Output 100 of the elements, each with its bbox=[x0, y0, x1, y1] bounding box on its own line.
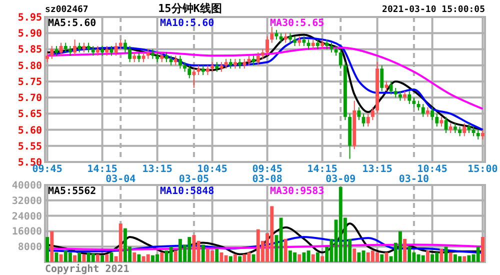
x-tick-label: 10:45 bbox=[197, 164, 228, 175]
text: MA30:9583 bbox=[270, 186, 324, 197]
candlestick bbox=[169, 55, 173, 66]
candlestick bbox=[132, 52, 136, 63]
candlestick bbox=[476, 129, 480, 140]
bar bbox=[228, 256, 232, 262]
candlestick bbox=[416, 100, 420, 111]
candlestick bbox=[403, 90, 407, 102]
candlestick bbox=[408, 90, 412, 104]
candlestick bbox=[288, 32, 292, 44]
candlestick bbox=[256, 52, 260, 66]
candlestick bbox=[462, 122, 466, 137]
candlestick bbox=[444, 116, 448, 134]
bar bbox=[320, 256, 324, 262]
candlestick bbox=[370, 106, 374, 121]
y-tick-label: 32000 bbox=[12, 196, 42, 207]
candlestick bbox=[206, 64, 210, 76]
bar bbox=[46, 236, 50, 262]
candlestick bbox=[440, 116, 444, 128]
series-label: MA5:5.60 bbox=[48, 18, 96, 29]
bar bbox=[444, 246, 448, 262]
candlestick bbox=[284, 32, 288, 44]
candlestick bbox=[458, 126, 462, 137]
candlestick bbox=[50, 46, 54, 60]
candlestick bbox=[82, 42, 86, 53]
candlestick bbox=[146, 48, 150, 60]
bar bbox=[448, 252, 452, 262]
candlestick bbox=[398, 90, 402, 102]
x-tick-label: 03-10 bbox=[398, 174, 430, 185]
y-tick-label: 16000 bbox=[12, 226, 42, 238]
bar bbox=[78, 252, 82, 262]
candlestick bbox=[389, 80, 393, 95]
bar bbox=[384, 252, 388, 262]
candlestick bbox=[412, 97, 416, 108]
candlestick bbox=[266, 36, 270, 56]
y-tick-label: 24000 bbox=[12, 211, 42, 222]
candlestick bbox=[156, 52, 160, 63]
x-tick-label: 03-09 bbox=[326, 174, 356, 185]
candlestick bbox=[302, 36, 306, 46]
candlestick bbox=[298, 36, 302, 46]
candlestick bbox=[160, 52, 164, 63]
candlestick bbox=[228, 58, 232, 70]
candlestick bbox=[91, 46, 95, 56]
candlestick bbox=[274, 29, 278, 40]
candlestick bbox=[472, 126, 476, 137]
y-tick-label: 8000 bbox=[18, 242, 42, 254]
bar bbox=[462, 256, 466, 262]
candlestick bbox=[362, 113, 366, 128]
bar bbox=[160, 252, 164, 262]
line-series bbox=[46, 236, 484, 254]
candlestick bbox=[201, 64, 205, 76]
bar bbox=[105, 254, 109, 262]
bar bbox=[201, 244, 205, 262]
y-tick-label: 5.75 bbox=[18, 76, 42, 88]
candlestick bbox=[118, 39, 122, 50]
x-tick-label: 03-05 bbox=[178, 174, 210, 185]
candlestick bbox=[467, 122, 471, 134]
candlestick bbox=[114, 42, 118, 56]
bar bbox=[426, 250, 430, 262]
candlestick bbox=[480, 129, 484, 140]
candlestick bbox=[311, 39, 315, 50]
x-tick-label: 03-04 bbox=[106, 174, 136, 185]
candlestick bbox=[306, 39, 310, 50]
candlestick bbox=[137, 52, 141, 63]
candlestick bbox=[59, 42, 63, 56]
candlestick bbox=[78, 42, 82, 53]
candlestick bbox=[242, 58, 246, 70]
bar bbox=[50, 231, 54, 262]
candlestick bbox=[68, 46, 72, 56]
candlestick bbox=[178, 55, 182, 70]
x-tick-label: 10:45 bbox=[417, 164, 448, 175]
candlestick bbox=[247, 55, 251, 66]
x-tick-label: 15:00 bbox=[468, 164, 498, 175]
y-tick-label: 5.55 bbox=[18, 141, 42, 152]
chart-subtitle: sz002467 bbox=[45, 5, 88, 15]
y-tick-label: 40000 bbox=[12, 180, 42, 192]
candlestick bbox=[192, 68, 196, 88]
bar bbox=[242, 254, 246, 262]
bar bbox=[110, 252, 114, 262]
bar bbox=[146, 254, 150, 262]
bar bbox=[380, 254, 384, 262]
candlestick bbox=[46, 52, 50, 63]
bar bbox=[59, 254, 63, 262]
bar bbox=[174, 250, 178, 262]
bar bbox=[233, 254, 237, 262]
candlestick bbox=[380, 64, 384, 92]
text: MA10:5.60 bbox=[160, 18, 214, 29]
text: 2021-03-10 15:00:05 bbox=[382, 5, 485, 15]
candlestick bbox=[384, 80, 388, 92]
text: Copyright 2021 bbox=[45, 263, 130, 275]
x-tick-label: 13:15 bbox=[362, 164, 392, 175]
bar bbox=[298, 254, 302, 262]
candlestick bbox=[435, 113, 439, 128]
y-tick-label: 5.65 bbox=[18, 109, 42, 120]
candlestick bbox=[448, 122, 452, 134]
bar bbox=[421, 255, 425, 262]
candlestick bbox=[64, 42, 68, 53]
candlestick bbox=[426, 106, 430, 118]
candlestick bbox=[142, 52, 146, 63]
candlestick bbox=[453, 122, 457, 134]
